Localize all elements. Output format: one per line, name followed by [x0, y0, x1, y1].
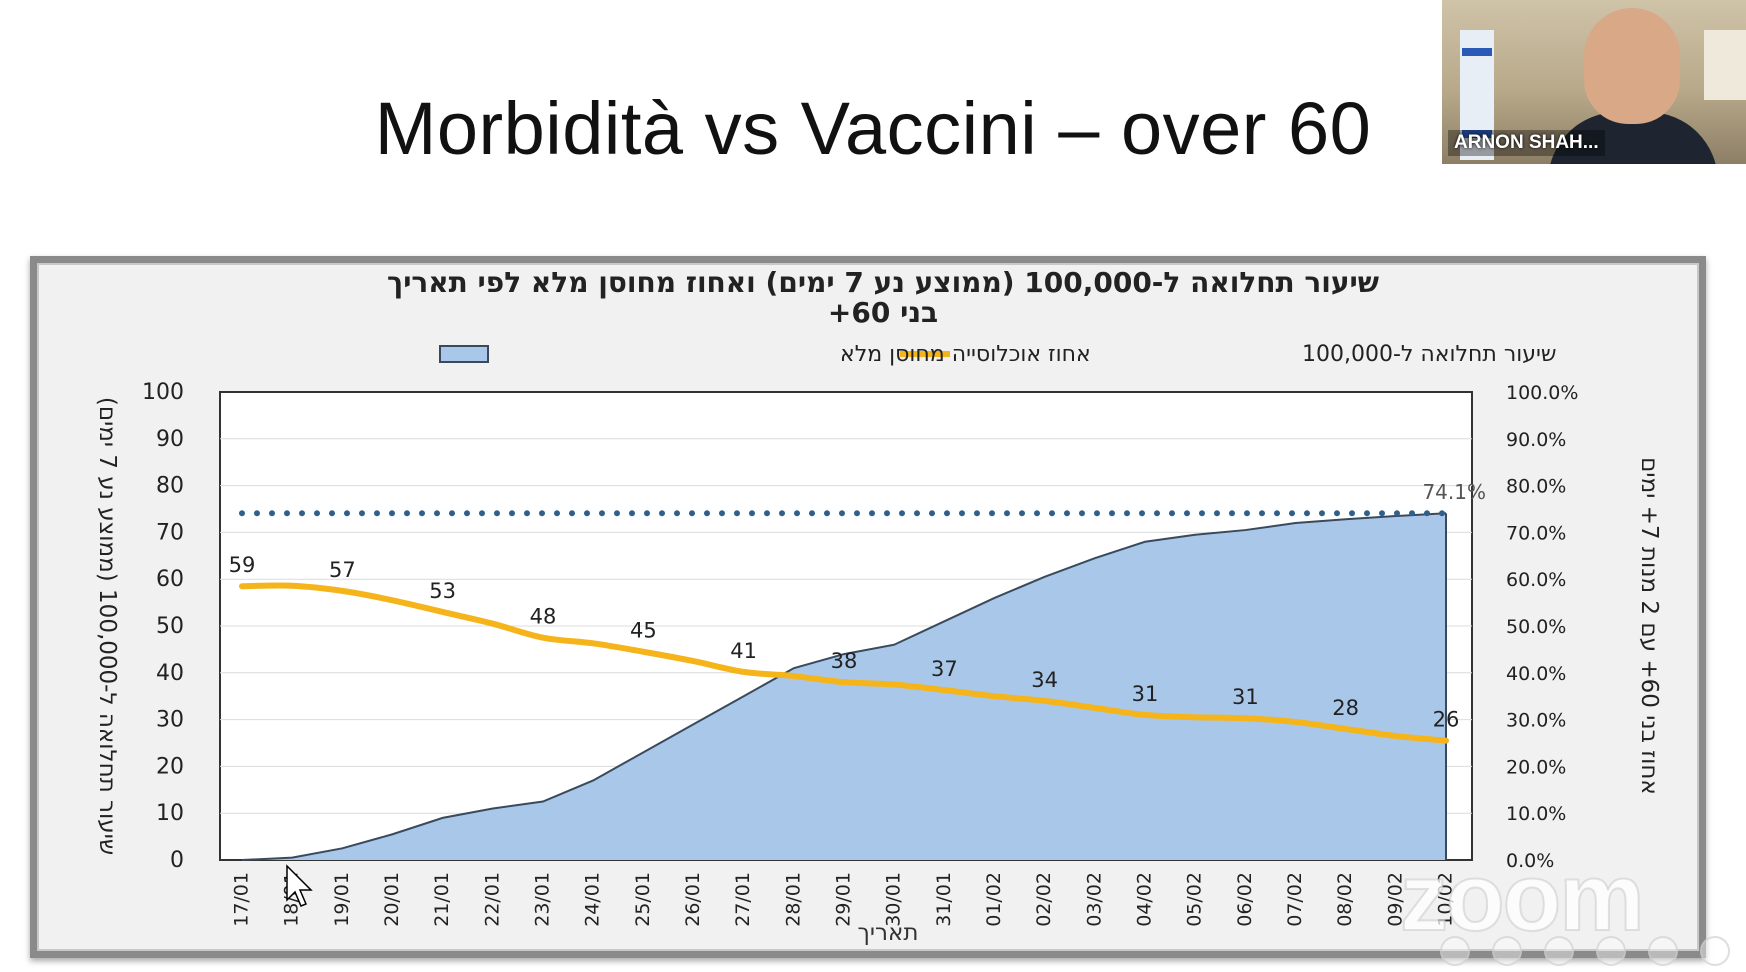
annotate-icon[interactable]: [1596, 936, 1626, 966]
screenshot-icon[interactable]: [1544, 936, 1574, 966]
flag-stripe-top: [1462, 48, 1492, 56]
y-tick-right: 0.0%: [1506, 850, 1554, 872]
x-tick-label: 08/02: [1334, 872, 1356, 927]
legend-area-swatch: [439, 345, 489, 363]
x-tick-label: 28/01: [782, 872, 804, 927]
x-tick-label: 01/02: [983, 872, 1005, 927]
x-tick-label: 29/01: [833, 872, 855, 927]
x-tick-label: 10/02: [1435, 872, 1457, 927]
y-tick-right: 60.0%: [1506, 569, 1566, 591]
y-tick-left: 30: [156, 708, 184, 733]
y-axis-title-left: שיעור תחלואה ל-100,000 (ממוצע נע 7 ימים): [94, 397, 120, 855]
y-tick-left: 40: [156, 661, 184, 686]
y-tick-left: 80: [156, 474, 184, 499]
y-tick-left: 70: [156, 520, 184, 545]
x-tick-label: 09/02: [1384, 872, 1406, 927]
area-series-top: [241, 512, 1447, 861]
area-layer: [239, 510, 1449, 861]
line-data-label: 31: [1232, 685, 1259, 709]
y-tick-right: 90.0%: [1506, 429, 1566, 451]
y-tick-left: 50: [156, 614, 184, 639]
x-tick-label: 06/02: [1234, 872, 1256, 927]
line-series: [239, 582, 1449, 744]
y-tick-right: 80.0%: [1506, 476, 1566, 498]
y-tick-right: 10.0%: [1506, 803, 1566, 825]
x-tick-label: 07/02: [1284, 872, 1306, 927]
y-tick-left: 90: [156, 427, 184, 452]
participant-face: [1584, 8, 1680, 124]
x-tick-label: 26/01: [682, 872, 704, 927]
arrow-left-icon[interactable]: [1648, 936, 1678, 966]
participant-video-tile[interactable]: ARNON SHAH...: [1442, 0, 1746, 164]
y-tick-left: 100: [142, 380, 184, 405]
line-data-label: 38: [831, 649, 858, 673]
x-tick-label: 30/01: [883, 872, 905, 927]
x-tick-label: 24/01: [582, 872, 604, 927]
y-tick-left: 20: [156, 754, 184, 779]
x-tick-label: 22/01: [481, 872, 503, 927]
line-data-label: 57: [329, 558, 356, 582]
y-tick-right: 100.0%: [1506, 382, 1578, 404]
x-tick-label: 27/01: [732, 872, 754, 927]
legend-line-label: שיעור תחלואה ל-100,000: [1302, 342, 1557, 367]
x-tick-label: 17/01: [231, 872, 253, 927]
line-data-label: 53: [429, 579, 456, 603]
line-layer: [239, 582, 1449, 744]
line-data-label: 28: [1332, 696, 1359, 720]
chat-icon[interactable]: [1440, 936, 1470, 966]
y-tick-right: 30.0%: [1506, 710, 1566, 732]
label-layer: 74.1% 59 57 53 48 45 41 38 37 34 31 31 28 26: [229, 480, 1486, 731]
legend-area-label: אחוז אוכלוסייה מחוסן מלא: [840, 342, 1091, 367]
y-tick-right: 70.0%: [1506, 522, 1566, 544]
x-tick-label: 04/02: [1134, 872, 1156, 927]
axis-layer: 0 10 20 30 40 50 60 70 80 90 100 0.0% 10.0% 20.0% 30.0…: [94, 266, 1662, 946]
slide-title: Morbidità vs Vaccini – over 60: [374, 87, 1372, 170]
chart-title: שיעור תחלואה ל-100,000 (ממוצע נע 7 ימים)…: [387, 266, 1379, 299]
x-tick-label: 20/01: [381, 872, 403, 927]
cursor-icon: [286, 864, 313, 907]
area-end-label: 74.1%: [1422, 480, 1486, 504]
x-axis-title: תאריך: [858, 920, 919, 946]
line-data-label: 59: [229, 553, 256, 577]
x-tick-label: 19/01: [331, 872, 353, 927]
x-tick-label: 02/02: [1033, 872, 1055, 927]
zoom-in-icon[interactable]: [1492, 936, 1522, 966]
flag-stripe-bottom: [1462, 130, 1492, 138]
line-data-label: 41: [730, 639, 757, 663]
y-tick-left: 10: [156, 801, 184, 826]
line-data-label: 45: [630, 619, 657, 643]
arrow-right-icon[interactable]: [1700, 936, 1730, 966]
x-tick-label: 03/02: [1083, 872, 1105, 927]
chart-subtitle: בני 60+: [828, 296, 938, 329]
x-tick-label: 21/01: [431, 872, 453, 927]
area-series-fill: [242, 513, 1446, 860]
y-axis-title-right: אחוז בני 60+ עם 2 מנות 7+ ימים: [1636, 457, 1662, 795]
participant-name: ARNON SHAH...: [1448, 130, 1605, 156]
y-tick-left: 0: [170, 848, 184, 873]
y-tick-right: 20.0%: [1506, 756, 1566, 778]
background-shelf: [1704, 30, 1746, 100]
line-data-label: 31: [1132, 682, 1159, 706]
line-data-label: 26: [1433, 708, 1460, 732]
line-data-label: 48: [530, 605, 557, 629]
line-data-label: 34: [1031, 668, 1058, 692]
x-tick-label: 05/02: [1184, 872, 1206, 927]
x-tick-label: 23/01: [532, 872, 554, 927]
x-tick-label: 31/01: [933, 872, 955, 927]
y-tick-left: 60: [156, 567, 184, 592]
y-tick-right: 50.0%: [1506, 616, 1566, 638]
line-data-label: 37: [931, 657, 958, 681]
x-tick-label: 25/01: [632, 872, 654, 927]
zoom-watermark: zoom: [1399, 844, 1646, 951]
y-tick-right: 40.0%: [1506, 663, 1566, 685]
